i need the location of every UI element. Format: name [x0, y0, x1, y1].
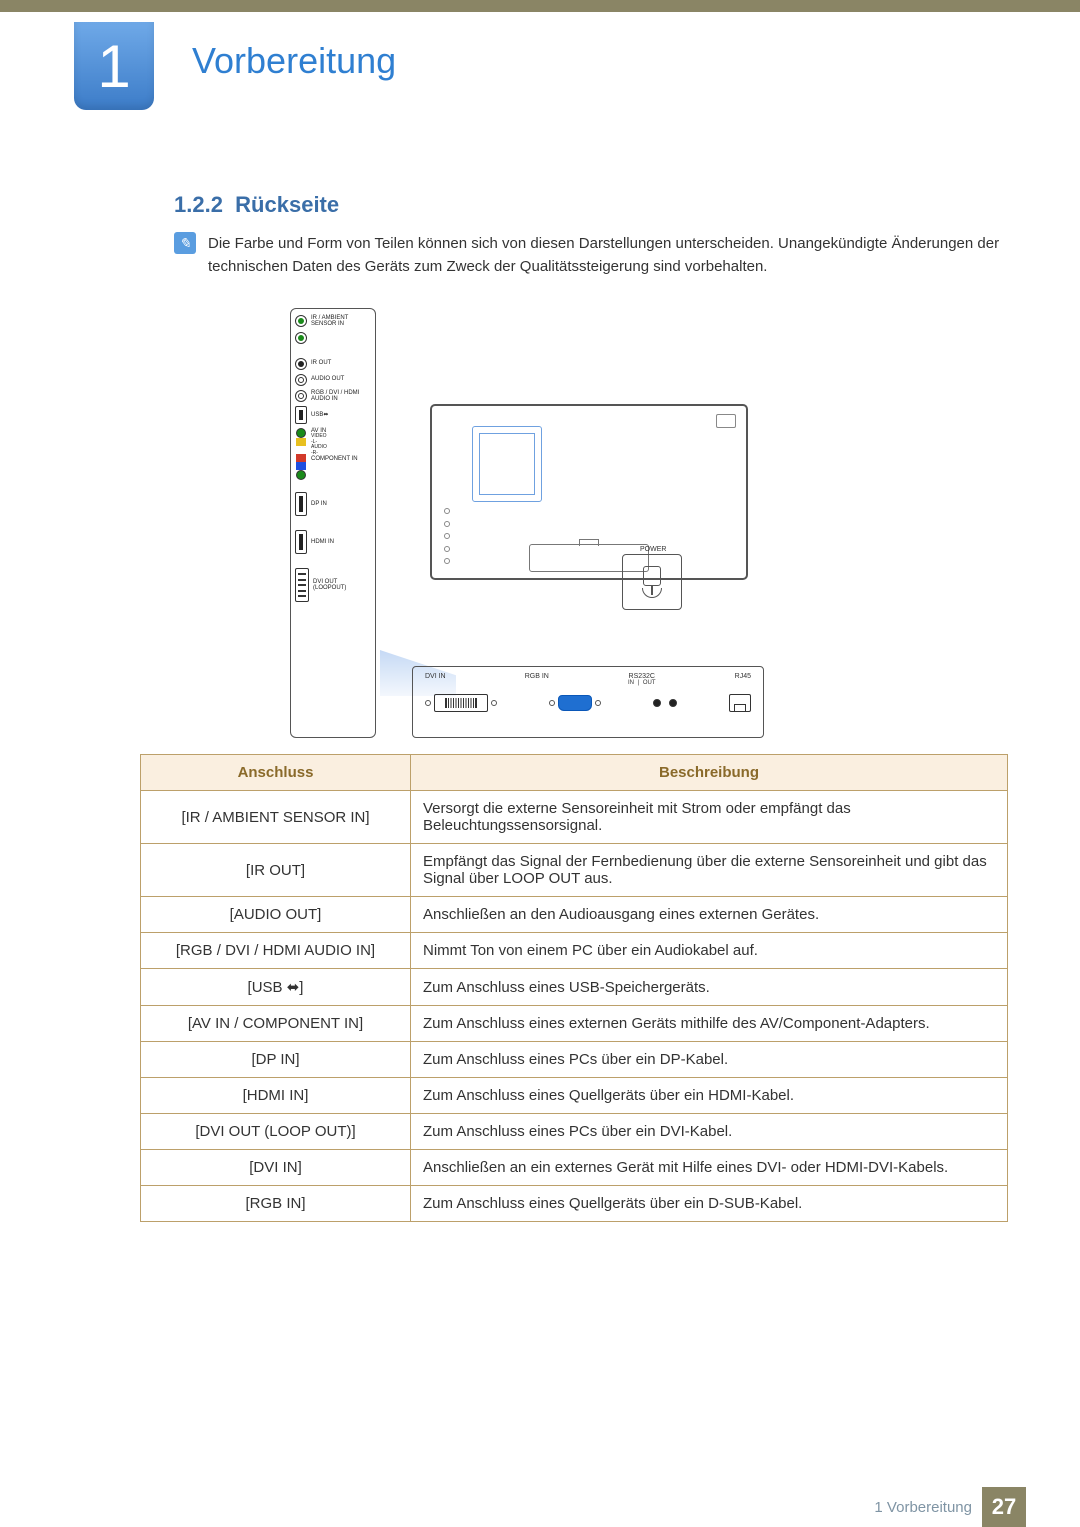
table-cell-port: [IR OUT] [141, 844, 411, 897]
note-icon: ✎ [174, 232, 196, 254]
av-component-port-icon [295, 428, 307, 480]
table-cell-desc: Empfängt das Signal der Fernbedienung üb… [411, 844, 1008, 897]
ir-sensor-port-icon [295, 315, 307, 327]
section-number: 1.2.2 [174, 192, 223, 217]
table-cell-port: [AV IN / COMPONENT IN] [141, 1006, 411, 1042]
rj45-label: RJ45 [735, 673, 751, 686]
table-cell-desc: Zum Anschluss eines externen Geräts mith… [411, 1006, 1008, 1042]
table-row: [HDMI IN]Zum Anschluss eines Quellgeräts… [141, 1078, 1008, 1114]
hdmi-in-port-icon [295, 530, 307, 554]
note-row: ✎ Die Farbe und Form von Teilen können s… [174, 232, 1008, 279]
section-heading: 1.2.2 Rückseite [174, 192, 339, 218]
table-cell-port: [HDMI IN] [141, 1078, 411, 1114]
table-cell-desc: Zum Anschluss eines USB-Speichergeräts. [411, 969, 1008, 1006]
table-cell-desc: Anschließen an den Audioausgang eines ex… [411, 897, 1008, 933]
table-cell-port: [USB ⬌] [141, 969, 411, 1006]
table-row: [DP IN]Zum Anschluss eines PCs über ein … [141, 1042, 1008, 1078]
page-footer: 1 Vorbereitung 27 [0, 1487, 1080, 1527]
table-row: [AUDIO OUT]Anschließen an den Audioausga… [141, 897, 1008, 933]
dvi-out-port-icon [295, 568, 309, 602]
table-cell-desc: Nimmt Ton von einem PC über ein Audiokab… [411, 933, 1008, 969]
ir-out-port-icon [295, 358, 307, 370]
rs232c-label: RS232C [629, 673, 655, 680]
side-port-dots [444, 508, 452, 564]
chapter-title: Vorbereitung [192, 40, 396, 82]
table-header-port: Anschluss [141, 755, 411, 791]
top-accent-bar [0, 0, 1080, 12]
ir-out-label: IR OUT [311, 360, 371, 366]
chapter-number-badge: 1 [74, 22, 154, 110]
bottom-port-panel: DVI IN RGB IN RS232C IN | OUT RJ45 [412, 666, 764, 738]
footer-chapter-label: 1 Vorbereitung [874, 1499, 972, 1516]
left-port-panel: IR / AMBIENT SENSOR IN IR OUT AUDIO OUT … [290, 308, 376, 738]
usb-label: USB⬌ [311, 412, 371, 418]
table-header-desc: Beschreibung [411, 755, 1008, 791]
connections-table: Anschluss Beschreibung [IR / AMBIENT SEN… [140, 754, 1008, 1222]
table-row: [DVI OUT (LOOP OUT)]Zum Anschluss eines … [141, 1114, 1008, 1150]
table-cell-desc: Zum Anschluss eines PCs über ein DVI-Kab… [411, 1114, 1008, 1150]
monitor-rear-outline [430, 404, 748, 580]
dvi-out-label: DVI OUT (LOOPOUT) [313, 579, 371, 592]
table-cell-port: [IR / AMBIENT SENSOR IN] [141, 791, 411, 844]
table-cell-port: [RGB / DVI / HDMI AUDIO IN] [141, 933, 411, 969]
table-cell-desc: Anschließen an ein externes Gerät mit Hi… [411, 1150, 1008, 1186]
button-strip-icon [716, 414, 736, 428]
table-cell-port: [RGB IN] [141, 1186, 411, 1222]
audio-in-port-icon [295, 390, 307, 402]
table-cell-port: [DVI IN] [141, 1150, 411, 1186]
dvi-in-label: DVI IN [425, 673, 446, 686]
table-cell-port: [DP IN] [141, 1042, 411, 1078]
rs232c-port-icon [653, 699, 677, 707]
rear-panel-diagram: IR / AMBIENT SENSOR IN IR OUT AUDIO OUT … [290, 298, 790, 742]
table-cell-desc: Zum Anschluss eines PCs über ein DP-Kabe… [411, 1042, 1008, 1078]
dvi-in-port-icon [434, 694, 488, 712]
table-row: [IR OUT]Empfängt das Signal der Fernbedi… [141, 844, 1008, 897]
power-connector-diagram [622, 554, 682, 610]
dp-in-port-icon [295, 492, 307, 516]
chapter-number: 1 [97, 32, 130, 101]
audio-in-label: RGB / DVI / HDMI AUDIO IN [311, 390, 371, 403]
table-row: [DVI IN]Anschließen an ein externes Gerä… [141, 1150, 1008, 1186]
audio-out-port-icon [295, 374, 307, 386]
component-in-label: COMPONENT IN [311, 456, 371, 462]
table-row: [RGB / DVI / HDMI AUDIO IN]Nimmt Ton von… [141, 933, 1008, 969]
footer-page-number: 27 [982, 1487, 1026, 1527]
rgb-in-label: RGB IN [525, 673, 549, 686]
dp-in-label: DP IN [311, 501, 371, 507]
ir-sensor-label: IR / AMBIENT SENSOR IN [311, 315, 371, 328]
port-area-highlight [472, 426, 542, 502]
table-row: [RGB IN]Zum Anschluss eines Quellgeräts … [141, 1186, 1008, 1222]
power-label: POWER [640, 546, 666, 553]
rgb-in-port-icon [549, 695, 601, 711]
table-cell-desc: Versorgt die externe Sensoreinheit mit S… [411, 791, 1008, 844]
note-text: Die Farbe und Form von Teilen können sic… [208, 232, 1008, 279]
table-cell-desc: Zum Anschluss eines Quellgeräts über ein… [411, 1186, 1008, 1222]
table-row: [AV IN / COMPONENT IN]Zum Anschluss eine… [141, 1006, 1008, 1042]
rj45-port-icon [729, 694, 751, 712]
hdmi-in-label: HDMI IN [311, 539, 371, 545]
section-title: Rückseite [235, 192, 339, 217]
table-row: [USB ⬌]Zum Anschluss eines USB-Speicherg… [141, 969, 1008, 1006]
table-cell-port: [DVI OUT (LOOP OUT)] [141, 1114, 411, 1150]
table-row: [IR / AMBIENT SENSOR IN]Versorgt die ext… [141, 791, 1008, 844]
ir-sensor-port-icon-2 [295, 332, 307, 344]
usb-port-icon [295, 406, 307, 424]
audio-out-label: AUDIO OUT [311, 376, 371, 382]
table-cell-desc: Zum Anschluss eines Quellgeräts über ein… [411, 1078, 1008, 1114]
table-cell-port: [AUDIO OUT] [141, 897, 411, 933]
